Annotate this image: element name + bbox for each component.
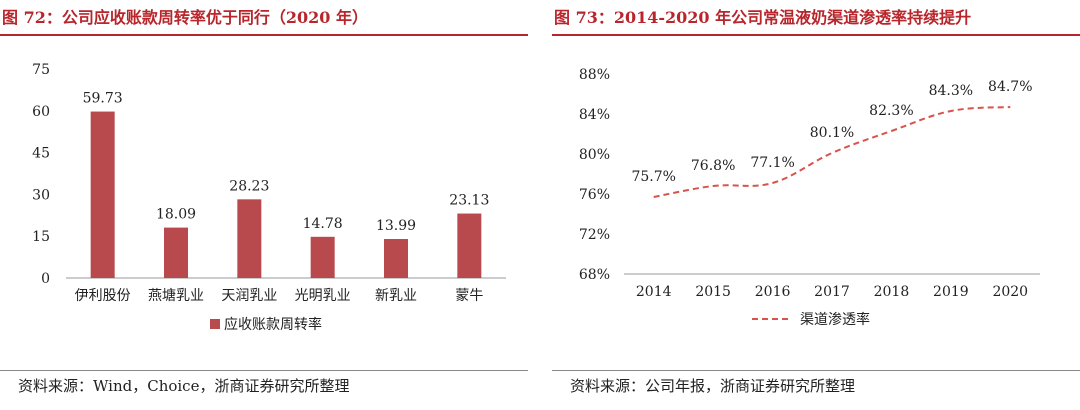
right-figure-title: 图 73：2014-2020 年公司常温液奶渠道渗透率持续提升: [554, 8, 972, 27]
x-tick-label: 2019: [933, 284, 969, 300]
left-figure-title: 图 72：公司应收账款周转率优于同行（2020 年）: [2, 8, 368, 27]
line-data-label: 84.3%: [929, 83, 973, 99]
y-tick-label: 80%: [579, 147, 610, 163]
legend-label: 渠道渗透率: [800, 311, 870, 328]
y-tick-label: 60: [32, 104, 50, 120]
series-line: [653, 106, 1011, 198]
left-source-note: 资料来源：Wind，Choice，浙商证券研究所整理: [18, 377, 350, 395]
line-data-label: 76.8%: [691, 158, 735, 174]
x-tick-label: 2014: [636, 284, 672, 300]
y-tick-label: 68%: [579, 267, 610, 283]
line-chart: 68% 72% 76% 80% 84% 88% 75.7% 2014 76.8% 2015 77.1…: [579, 67, 1040, 328]
bar: [310, 236, 335, 278]
y-tick-label: 88%: [579, 67, 610, 83]
x-tick-label: 天润乳业: [221, 288, 277, 304]
y-tick-label: 45: [32, 146, 50, 162]
x-tick-label: 燕塘乳业: [148, 288, 204, 304]
line-data-label: 75.7%: [631, 169, 675, 185]
left-figure: 图 72：公司应收账款周转率优于同行（2020 年） 0 15 30 45 60 75 59…: [0, 0, 528, 410]
x-tick-label: 新乳业: [375, 288, 417, 304]
bar-data-label: 18.09: [156, 207, 196, 223]
bar-data-label: 59.73: [83, 91, 123, 107]
y-tick-label: 72%: [579, 227, 610, 243]
line-data-label: 84.7%: [988, 79, 1032, 95]
left-title-rule: [0, 34, 528, 36]
x-tick-label: 2020: [992, 284, 1028, 300]
left-source-rule: [0, 370, 528, 371]
bar-data-label: 13.99: [376, 218, 416, 234]
x-tick-label: 2016: [755, 284, 791, 300]
y-tick-label: 30: [32, 187, 50, 203]
x-tick-label: 光明乳业: [295, 288, 351, 304]
bar: [237, 199, 262, 278]
bar: [457, 213, 482, 278]
x-tick-label: 2015: [695, 284, 731, 300]
line-data-label: 77.1%: [750, 155, 794, 171]
right-title-rule: [552, 34, 1080, 36]
line-data-label: 80.1%: [810, 125, 854, 141]
bar-data-label: 28.23: [229, 178, 269, 194]
bar: [164, 227, 188, 278]
x-tick-label: 蒙牛: [455, 288, 483, 304]
right-figure: 图 73：2014-2020 年公司常温液奶渠道渗透率持续提升 68% 72% 76…: [552, 0, 1080, 410]
y-tick-label: 75: [32, 62, 50, 78]
x-tick-label: 伊利股份: [75, 288, 131, 304]
x-tick-label: 2018: [874, 284, 910, 300]
bar: [90, 111, 115, 278]
bar-chart: 0 15 30 45 60 75 59.73 伊利股份 18.09 燕塘乳业 28.23 天润乳业 14…: [32, 62, 506, 333]
line-data-label: 82.3%: [869, 103, 913, 119]
y-tick-label: 76%: [579, 187, 610, 203]
legend-label: 应收账款周转率: [224, 316, 322, 333]
y-tick-label: 15: [32, 229, 50, 245]
y-tick-label: 0: [41, 271, 50, 287]
right-source-rule: [552, 370, 1080, 371]
x-tick-label: 2017: [814, 284, 850, 300]
bar: [384, 239, 408, 278]
legend-swatch: [210, 319, 220, 329]
y-tick-label: 84%: [579, 107, 610, 123]
right-source-note: 资料来源：公司年报，浙商证券研究所整理: [570, 377, 856, 395]
bar-data-label: 14.78: [303, 216, 343, 232]
bar-data-label: 23.13: [449, 193, 489, 209]
